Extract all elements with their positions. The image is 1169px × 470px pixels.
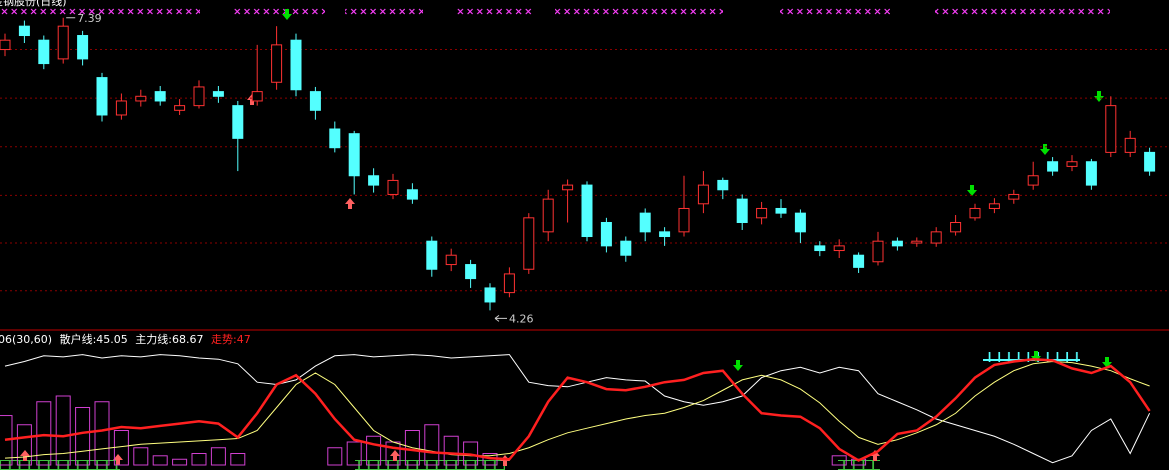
candle-body (1124, 137, 1136, 153)
histogram-bar (404, 430, 420, 466)
candle-body (465, 264, 477, 280)
legend-value: 45.05 (96, 333, 128, 346)
candle-body (18, 25, 30, 37)
candle-body (736, 198, 748, 223)
histogram-bar (346, 441, 362, 466)
candle-body (562, 184, 574, 191)
legend-name: 散户线: (60, 332, 97, 346)
annotation-arrow (494, 314, 507, 322)
candle-body (717, 179, 729, 191)
candle-body (969, 207, 981, 219)
histogram-bar (366, 435, 382, 466)
candle-body (348, 133, 360, 177)
candle-body (542, 198, 554, 233)
candle-body (620, 240, 632, 256)
histogram-bar (443, 435, 459, 466)
histogram-bar (831, 455, 847, 466)
candle-body (154, 91, 166, 102)
histogram-bar (172, 458, 188, 466)
candle-body (659, 231, 671, 238)
signal-markers (0, 8, 1169, 470)
candle-body (756, 207, 768, 219)
histogram-bar (230, 453, 246, 466)
candle-body (57, 25, 69, 60)
candle-body (833, 245, 845, 252)
candle-body (193, 86, 205, 107)
candle-body (1008, 193, 1020, 200)
candle-body (1144, 151, 1156, 172)
indicator-line (4, 360, 1150, 459)
candle-body (426, 240, 438, 270)
candle-body (174, 105, 186, 111)
candle-body (251, 91, 263, 102)
candle-body (775, 207, 787, 214)
candle-body (891, 240, 903, 247)
candle-body (600, 221, 612, 247)
legend-value: 47 (237, 333, 251, 346)
candle-body (1047, 161, 1059, 172)
candle-body (1105, 105, 1117, 153)
legend-name: 主力线: (135, 332, 172, 346)
candle-body (794, 212, 806, 233)
candle-body (1085, 161, 1097, 186)
max-label: 7.39 (77, 12, 102, 25)
candle-body (872, 240, 884, 263)
min-label: 4.26 (509, 312, 534, 325)
chart-title: 金钢股份(日线) (0, 0, 67, 8)
candle-body (0, 39, 11, 51)
candle-body (290, 39, 302, 91)
candle-body (115, 100, 127, 116)
signal-arrows (20, 9, 1112, 466)
candle-body (1027, 175, 1039, 186)
candle-body (38, 39, 50, 65)
candle-body (523, 217, 535, 270)
candle-body (271, 44, 283, 83)
candle-body (232, 105, 244, 139)
histogram-bar (327, 447, 343, 466)
histogram-bar (424, 424, 440, 466)
candle-body (930, 231, 942, 244)
indicator-line (4, 357, 1151, 462)
candle-body (503, 273, 515, 294)
histogram-bar (191, 453, 207, 466)
histogram-bar (55, 395, 71, 466)
candle-body (135, 95, 147, 102)
candle-body (853, 254, 865, 268)
candle-body (445, 254, 457, 266)
candle-body (1066, 161, 1078, 167)
histogram-bar (0, 415, 13, 466)
indicator-header: 06(30,60) 散户线:45.05 主力线:68.67 走势:47 (0, 332, 251, 346)
candle-body (697, 184, 709, 205)
candle-body (678, 207, 690, 233)
candle-body (406, 189, 418, 200)
histogram-bar (94, 401, 110, 466)
candle-body (368, 175, 380, 186)
candle-body (639, 212, 651, 233)
histogram-bar (75, 407, 91, 466)
candle-body (581, 184, 593, 238)
candle-body (96, 77, 108, 116)
candle-body (950, 221, 962, 233)
candle-body (911, 240, 923, 244)
candle-body (309, 91, 321, 111)
histogram-bar (133, 447, 149, 466)
candle-body (77, 35, 89, 60)
candle-body (988, 203, 1000, 209)
histogram-bar (152, 455, 168, 466)
histogram-bar (210, 447, 226, 466)
histogram-bar (36, 401, 52, 466)
legend-name: 走势: (211, 333, 237, 346)
candle-body (814, 245, 826, 252)
indicator-title: 06(30,60) (0, 333, 52, 346)
candle-body (387, 179, 399, 195)
candle-body (212, 91, 224, 97)
candle-body (484, 287, 496, 303)
indicator-line (4, 354, 1151, 464)
candle-body (329, 128, 341, 149)
histogram-bar (16, 424, 32, 466)
legend-value: 68.67 (172, 333, 204, 346)
